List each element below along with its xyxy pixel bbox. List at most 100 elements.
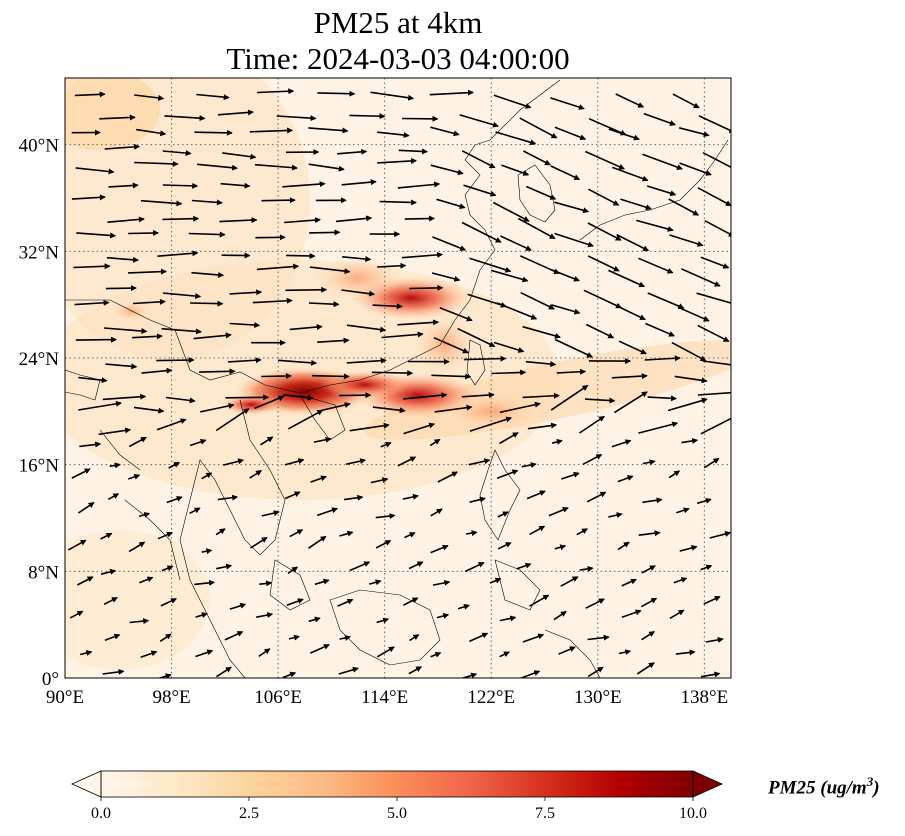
wind-arrow <box>551 304 581 315</box>
wind-arrow <box>128 268 167 275</box>
wind-arrow <box>579 415 605 434</box>
wind-arrow <box>228 357 262 364</box>
wind-arrow <box>337 148 368 155</box>
wind-arrow <box>376 646 395 658</box>
wind-arrow <box>256 612 274 618</box>
wind-arrow <box>618 649 632 656</box>
wind-arrow <box>377 262 407 269</box>
wind-arrow <box>168 461 180 469</box>
wind-arrow <box>162 150 192 157</box>
wind-arrow <box>434 404 473 413</box>
wind-arrow <box>496 302 538 320</box>
wind-arrow <box>314 578 330 586</box>
wind-arrow <box>380 441 392 448</box>
wind-arrow <box>702 360 731 366</box>
wind-arrow <box>697 391 731 396</box>
wind-arrow <box>432 579 451 586</box>
wind-arrow <box>215 408 250 432</box>
wind-arrow <box>73 263 111 270</box>
wind-arrow <box>404 532 416 539</box>
wind-arrow <box>522 325 561 339</box>
wind-arrow <box>560 576 579 587</box>
wind-arrow <box>349 113 386 120</box>
wind-arrow <box>370 91 415 101</box>
wind-arrow <box>521 462 537 468</box>
wind-arrow <box>673 577 688 584</box>
wind-arrow <box>220 182 251 189</box>
wind-arrow <box>409 284 444 291</box>
wind-arrow <box>162 182 199 189</box>
wind-arrow <box>76 232 117 239</box>
wind-arrow <box>320 402 351 412</box>
wind-arrow <box>697 187 731 207</box>
wind-arrow <box>584 397 616 404</box>
wind-arrow <box>556 368 587 375</box>
wind-arrow <box>550 97 585 110</box>
wind-arrow <box>397 456 417 467</box>
wind-arrow <box>551 269 580 282</box>
colorbar-tick-label: 0.0 <box>91 805 111 822</box>
wind-arrow <box>583 289 622 309</box>
wind-arrow <box>71 468 91 479</box>
wind-arrow <box>700 256 730 269</box>
wind-arrow <box>224 631 244 641</box>
wind-arrow <box>161 327 202 335</box>
wind-arrow <box>191 271 225 278</box>
wind-arrow <box>522 633 545 643</box>
wind-arrow <box>259 580 273 587</box>
wind-arrow <box>500 235 532 251</box>
wind-arrow <box>376 617 390 624</box>
wind-arrow <box>587 666 604 678</box>
wind-arrow <box>282 181 326 188</box>
wind-arrow <box>397 181 441 189</box>
wind-arrow <box>493 341 525 353</box>
wind-arrow <box>430 508 443 517</box>
wind-arrow <box>160 598 178 607</box>
wind-arrow <box>495 131 537 146</box>
wind-arrow <box>463 184 497 197</box>
wind-arrow <box>640 597 658 608</box>
wind-arrow <box>469 496 486 503</box>
wind-arrow <box>188 231 226 238</box>
wind-arrow <box>611 373 648 380</box>
wind-arrow <box>339 634 351 641</box>
wind-arrow <box>100 532 113 540</box>
wind-arrow <box>215 528 226 536</box>
wind-arrow <box>608 128 640 141</box>
wind-arrow <box>576 528 588 536</box>
colorbar-tick-label: 10.0 <box>679 805 707 822</box>
wind-arrow <box>641 631 656 641</box>
wind-arrow <box>457 603 470 610</box>
wind-arrow <box>201 548 213 555</box>
lon-tick-label: 122°E <box>467 687 515 708</box>
wind-arrow <box>582 453 603 466</box>
wind-arrow <box>579 565 594 572</box>
wind-arrow <box>102 393 147 401</box>
wind-arrow <box>645 322 676 337</box>
wind-arrow <box>636 662 655 675</box>
wind-arrow <box>342 256 372 263</box>
wind-arrow <box>523 150 551 166</box>
wind-arrow <box>638 530 661 537</box>
wind-arrow <box>222 152 257 160</box>
wind-arrow <box>165 396 196 404</box>
wind-arrow <box>164 115 206 122</box>
wind-vectors <box>68 88 731 678</box>
wind-arrow <box>585 323 615 339</box>
wind-arrow <box>499 651 510 658</box>
wind-arrow <box>317 90 356 97</box>
wind-arrow <box>78 400 122 411</box>
wind-arrow <box>469 416 513 432</box>
wind-arrow <box>257 88 295 95</box>
wind-arrow <box>492 201 530 222</box>
lat-tick-label: 24°N <box>19 349 60 370</box>
coastlines <box>65 79 729 678</box>
wind-arrow <box>372 303 403 310</box>
wind-arrow <box>77 502 95 514</box>
wind-arrow <box>696 497 712 505</box>
wind-arrow <box>343 494 364 501</box>
wind-arrow <box>337 598 354 607</box>
wind-arrow <box>79 441 102 448</box>
wind-arrow <box>289 529 304 538</box>
wind-arrow <box>341 179 377 186</box>
